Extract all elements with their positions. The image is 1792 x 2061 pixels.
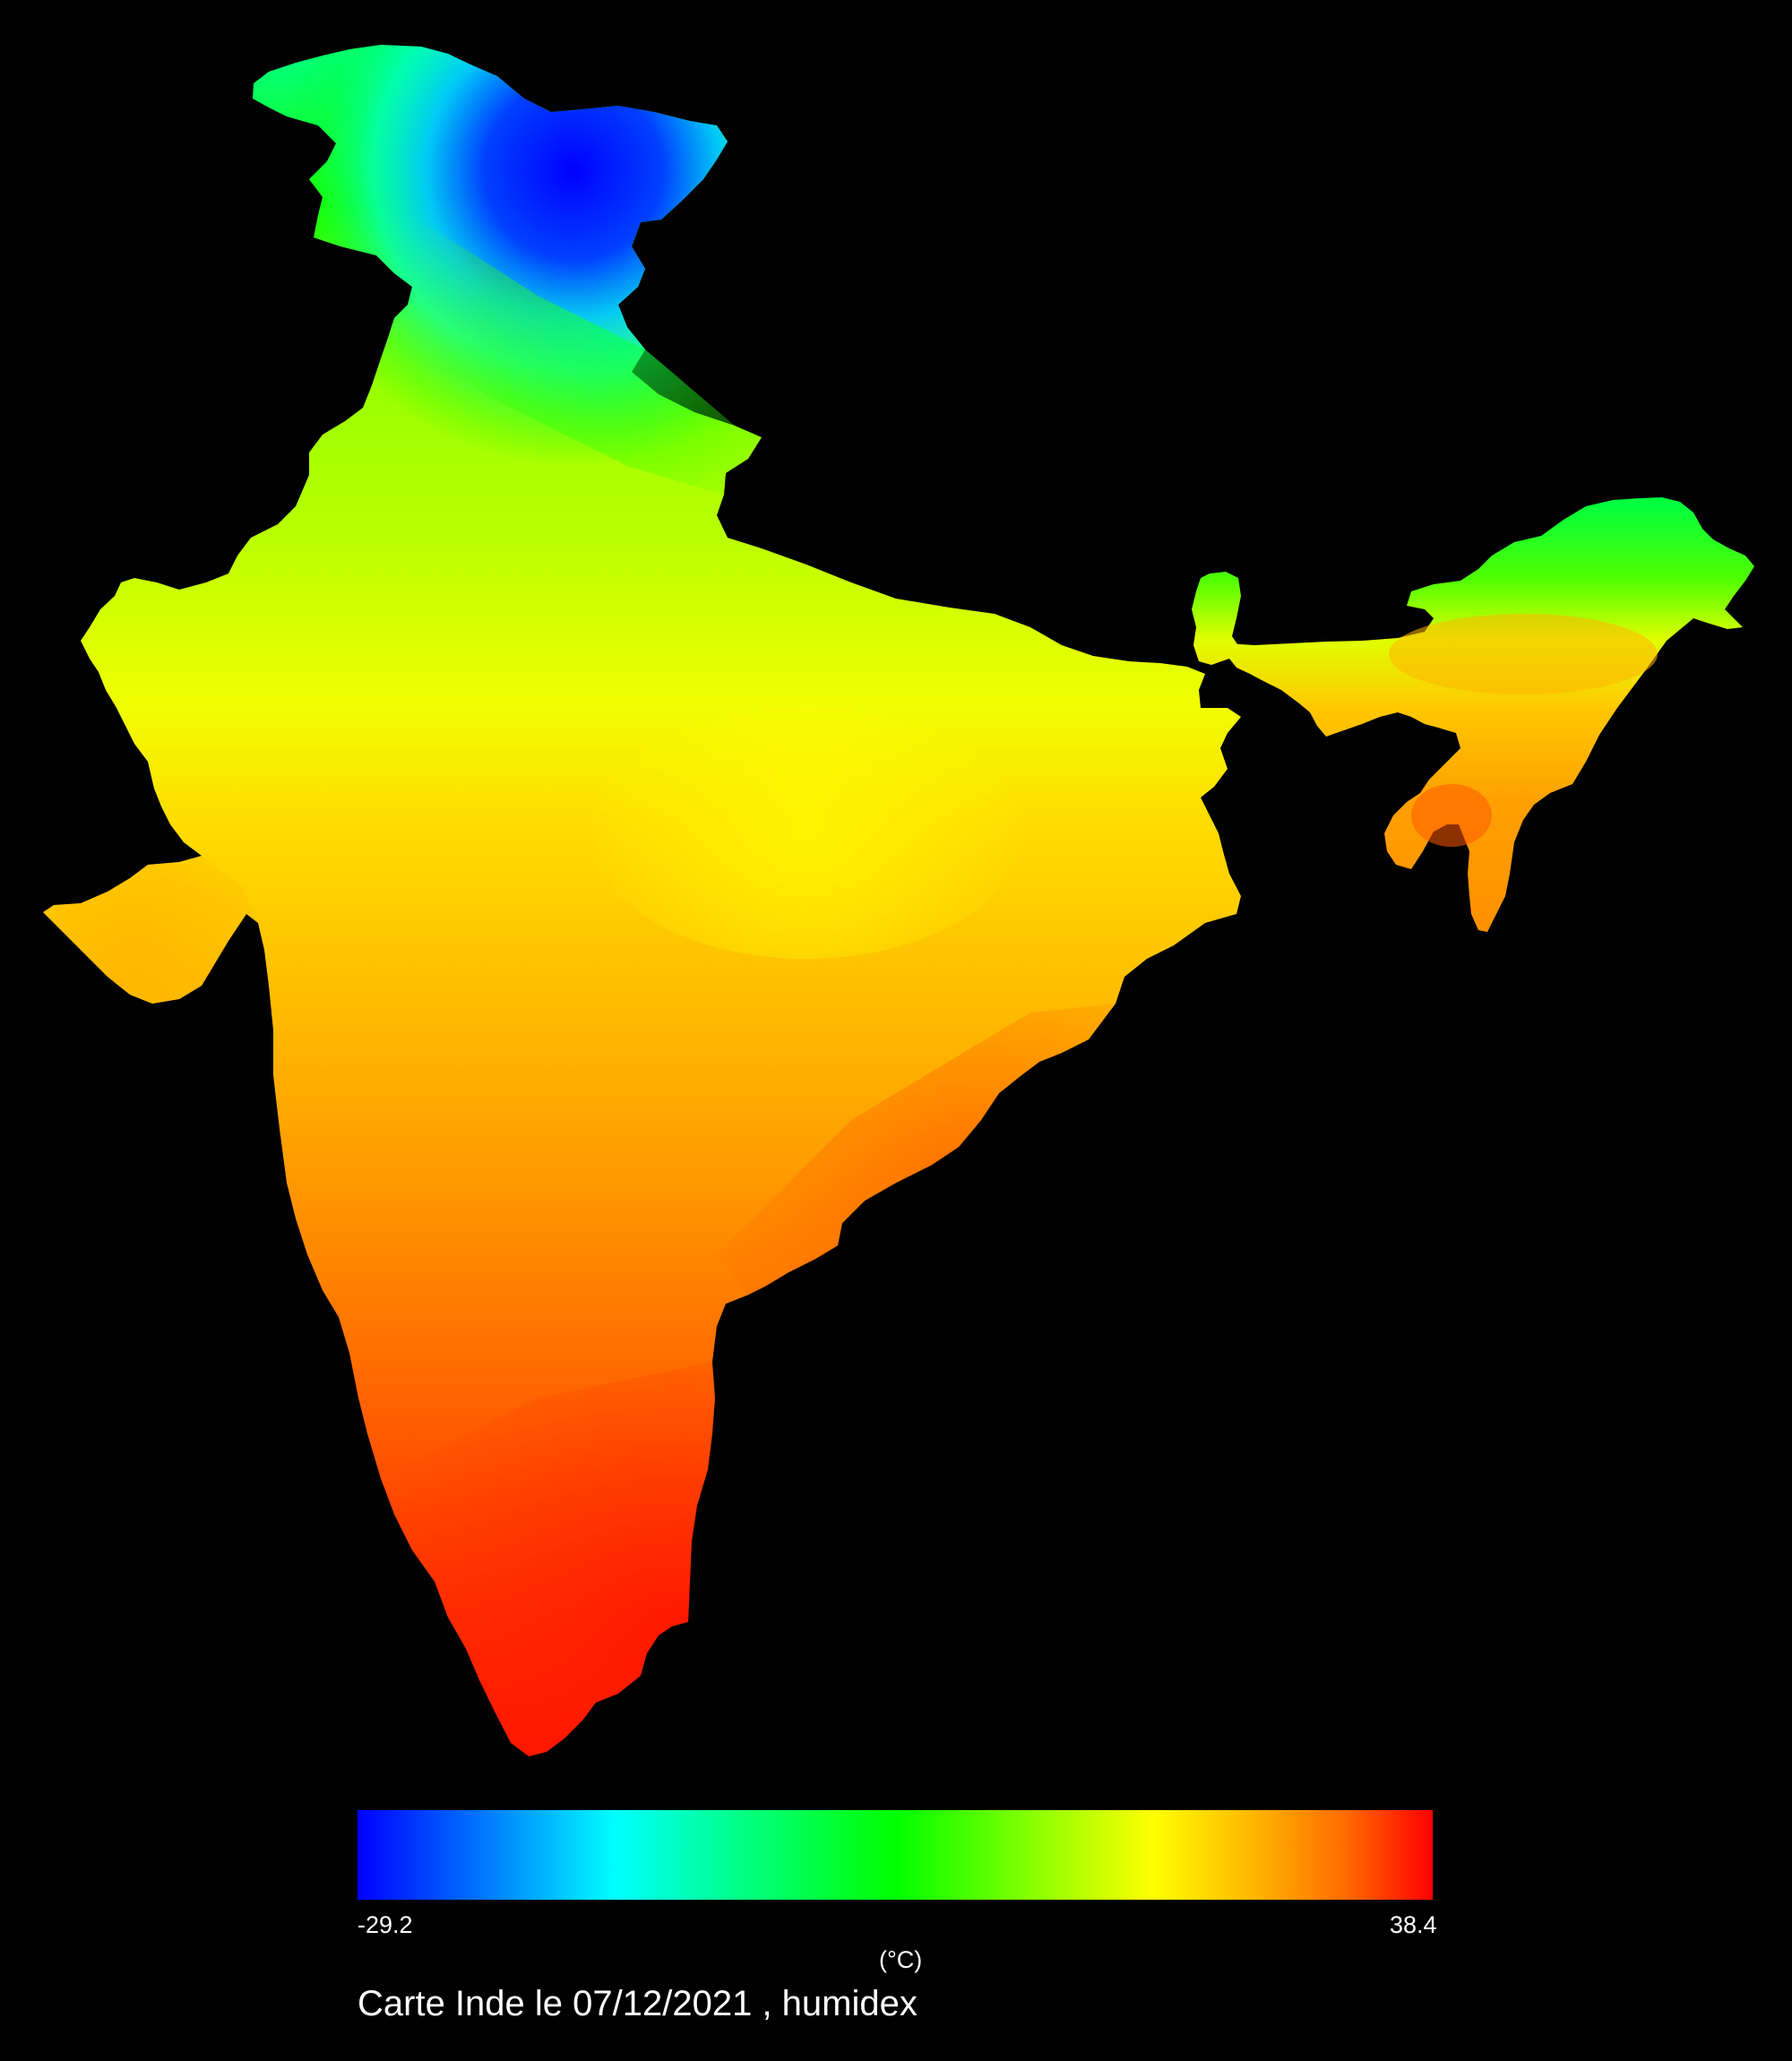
- colorbar-max-label: 38.4: [1390, 1911, 1437, 1938]
- colorbar-min-label: -29.2: [358, 1911, 413, 1938]
- mainland-tints: [43, 708, 1116, 1756]
- colorbar-unit-label: (°C): [879, 1946, 923, 1973]
- northeast-region: [1228, 497, 1754, 932]
- colorbar: [358, 1810, 1433, 1900]
- map-title: Carte Inde le 07/12/2021 , humidex: [358, 1984, 918, 2023]
- sikkim-region: [1192, 572, 1241, 665]
